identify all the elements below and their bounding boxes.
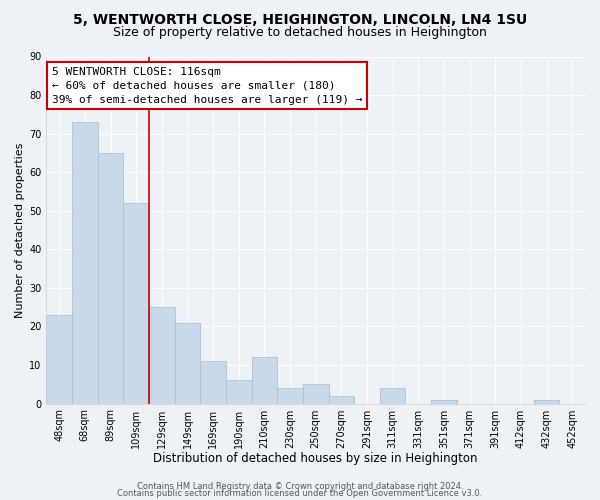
Bar	[251, 358, 277, 404]
Bar	[175, 322, 200, 404]
Bar	[98, 153, 124, 404]
Bar	[431, 400, 457, 404]
Bar	[200, 361, 226, 404]
Text: Size of property relative to detached houses in Heighington: Size of property relative to detached ho…	[113, 26, 487, 39]
Bar	[46, 315, 72, 404]
Bar	[72, 122, 98, 404]
Bar	[226, 380, 251, 404]
Bar	[329, 396, 354, 404]
Bar	[277, 388, 303, 404]
Bar	[124, 203, 149, 404]
Y-axis label: Number of detached properties: Number of detached properties	[15, 142, 25, 318]
X-axis label: Distribution of detached houses by size in Heighington: Distribution of detached houses by size …	[154, 452, 478, 465]
Bar	[534, 400, 559, 404]
Bar	[380, 388, 406, 404]
Bar	[149, 307, 175, 404]
Text: 5 WENTWORTH CLOSE: 116sqm
← 60% of detached houses are smaller (180)
39% of semi: 5 WENTWORTH CLOSE: 116sqm ← 60% of detac…	[52, 67, 362, 105]
Text: 5, WENTWORTH CLOSE, HEIGHINGTON, LINCOLN, LN4 1SU: 5, WENTWORTH CLOSE, HEIGHINGTON, LINCOLN…	[73, 12, 527, 26]
Text: Contains HM Land Registry data © Crown copyright and database right 2024.: Contains HM Land Registry data © Crown c…	[137, 482, 463, 491]
Text: Contains public sector information licensed under the Open Government Licence v3: Contains public sector information licen…	[118, 490, 482, 498]
Bar	[303, 384, 329, 404]
